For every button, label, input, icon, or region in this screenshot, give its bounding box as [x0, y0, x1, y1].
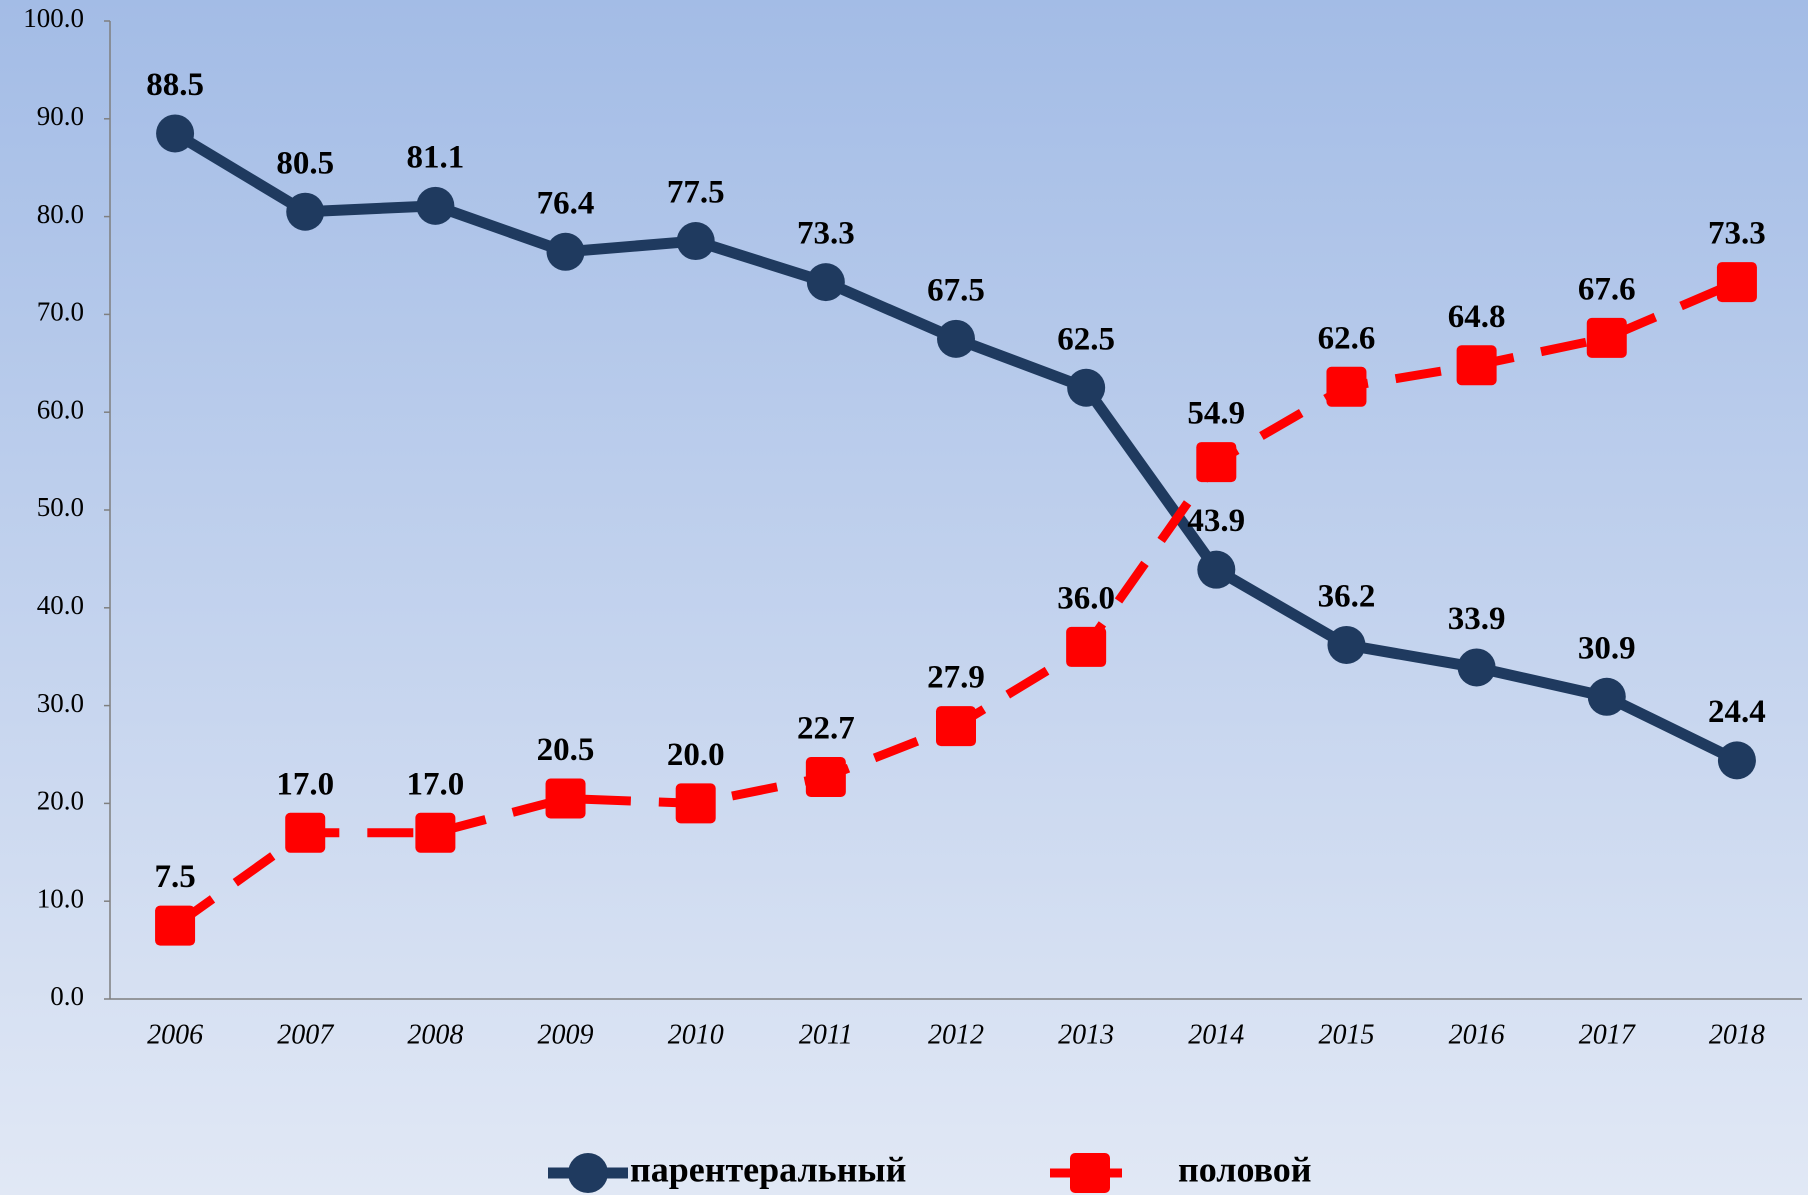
legend-marker: [1070, 1153, 1110, 1193]
marker: [1197, 550, 1236, 589]
marker: [286, 192, 325, 231]
data-label: 76.4: [537, 185, 595, 221]
data-label: 36.2: [1318, 579, 1376, 615]
data-label: 43.9: [1187, 503, 1245, 539]
y-tick-label: 100.0: [23, 3, 84, 33]
marker: [1586, 317, 1627, 358]
x-tick-label: 2011: [799, 1019, 853, 1050]
data-label: 67.5: [927, 272, 985, 308]
data-label: 81.1: [407, 139, 465, 175]
data-label: 62.6: [1318, 320, 1376, 356]
x-tick-label: 2015: [1318, 1019, 1374, 1050]
marker: [155, 905, 196, 946]
data-label: 7.5: [154, 859, 195, 895]
marker: [805, 756, 846, 797]
data-label: 67.6: [1578, 271, 1636, 307]
data-label: 33.9: [1448, 601, 1506, 637]
y-tick-label: 0.0: [50, 981, 84, 1011]
y-tick-label: 10.0: [37, 883, 84, 913]
marker: [156, 114, 195, 153]
y-tick-label: 40.0: [37, 590, 84, 620]
data-label: 24.4: [1708, 694, 1766, 730]
data-label: 54.9: [1187, 396, 1245, 432]
data-label: 17.0: [276, 766, 334, 802]
legend-label: парентеральный: [630, 1149, 906, 1189]
y-tick-label: 30.0: [37, 688, 84, 718]
marker: [675, 783, 716, 824]
data-label: 73.3: [1708, 216, 1766, 252]
marker: [936, 706, 976, 747]
x-tick-label: 2006: [147, 1019, 203, 1050]
marker: [937, 319, 975, 358]
data-label: 20.0: [667, 737, 725, 773]
x-tick-label: 2014: [1188, 1019, 1244, 1050]
x-tick-label: 2018: [1709, 1019, 1765, 1050]
data-label: 88.5: [146, 67, 204, 103]
legend-label: половой: [1178, 1149, 1312, 1189]
marker: [1326, 366, 1367, 407]
data-label: 27.9: [927, 660, 985, 696]
marker: [1587, 677, 1626, 716]
marker: [285, 812, 326, 853]
marker: [1456, 345, 1497, 386]
data-label: 22.7: [797, 711, 855, 747]
x-tick-label: 2016: [1449, 1019, 1505, 1050]
marker: [546, 232, 585, 271]
marker: [545, 778, 586, 819]
marker: [1716, 262, 1757, 303]
x-tick-label: 2007: [277, 1019, 334, 1050]
marker: [1457, 648, 1496, 687]
marker: [1067, 368, 1106, 407]
data-label: 30.9: [1578, 630, 1636, 666]
marker: [415, 812, 456, 853]
y-tick-label: 70.0: [37, 297, 84, 327]
legend-marker: [568, 1153, 608, 1193]
marker: [416, 186, 455, 225]
x-tick-label: 2009: [538, 1019, 594, 1050]
marker: [1717, 741, 1756, 780]
y-tick-label: 20.0: [37, 786, 84, 816]
marker: [1327, 625, 1366, 664]
marker: [676, 222, 715, 261]
marker: [1066, 626, 1107, 667]
data-label: 17.0: [407, 766, 465, 802]
data-label: 62.5: [1057, 321, 1115, 357]
data-label: 36.0: [1057, 580, 1115, 616]
y-tick-label: 60.0: [37, 394, 84, 424]
data-label: 64.8: [1448, 299, 1506, 335]
y-tick-label: 50.0: [37, 492, 84, 522]
y-tick-label: 90.0: [37, 101, 84, 131]
x-tick-label: 2013: [1058, 1019, 1114, 1050]
data-label: 80.5: [276, 145, 334, 181]
x-tick-label: 2008: [407, 1019, 463, 1050]
marker: [1196, 442, 1237, 483]
x-tick-label: 2010: [668, 1019, 724, 1050]
y-tick-label: 80.0: [37, 199, 84, 229]
data-label: 20.5: [537, 732, 595, 768]
marker: [806, 263, 845, 302]
x-tick-label: 2017: [1579, 1019, 1636, 1050]
x-tick-label: 2012: [928, 1019, 984, 1050]
data-label: 73.3: [797, 216, 855, 252]
data-label: 77.5: [667, 175, 725, 211]
